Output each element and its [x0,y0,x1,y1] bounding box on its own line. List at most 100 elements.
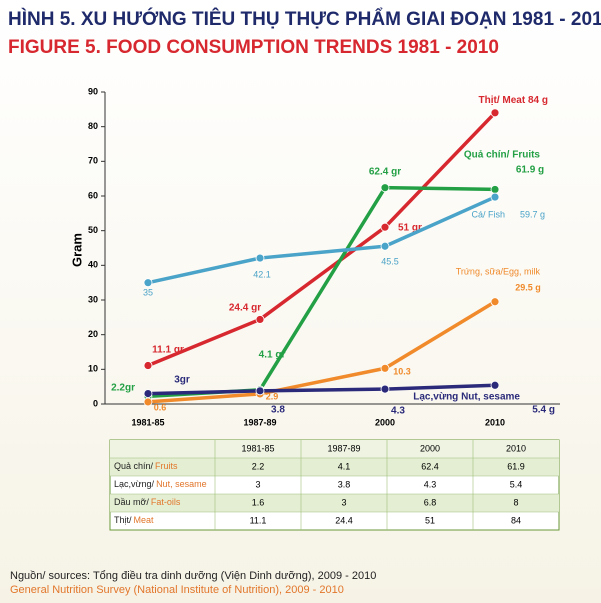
x-tick-label: 2000 [375,417,395,427]
x-tick-label: 1981-85 [131,417,164,427]
y-tick-label: 50 [88,225,98,235]
data-point [143,278,153,288]
y-tick-label: 30 [88,294,98,304]
x-tick-label: 1987-89 [243,417,276,427]
data-label: 4.3 [391,406,405,417]
series-line [147,111,497,368]
data-point [490,185,500,194]
table-cell: 11.1 [250,515,267,525]
data-point [490,108,500,118]
data-point [380,363,390,373]
data-point [490,380,500,390]
data-label: 3.8 [271,405,285,416]
y-tick-label: 10 [88,364,98,374]
data-point [143,361,153,370]
table-cell: 4.1 [338,461,351,471]
y-tick-label: 60 [88,190,98,200]
table-cell: 24.4 [335,515,353,525]
table-header: 2010 [506,443,526,453]
data-label: 0.6 [154,402,167,412]
row-label-en: Fat-oils [151,497,181,507]
table-cell: 51 [425,515,435,525]
series-line [147,383,496,396]
y-axis-label: Gram [69,233,84,267]
y-tick-label: 0 [93,398,98,408]
row-label-vi: Dầu mỡ/ [114,497,149,507]
legend-name: Cá/ Fish [471,209,505,219]
data-label: 24.4 gr [229,303,261,314]
row-label: Lạc,vừng/Nut, sesame [114,479,207,489]
source-en: General Nutrition Survey (National Insti… [10,584,344,596]
data-label: 2.2gr [111,383,135,394]
legend-name: Lạc,vừng Nut, sesame [413,392,520,403]
source-vi: Nguồn/ sources: Tổng điều tra dinh dưỡng… [10,570,376,582]
table-cell: 1.6 [252,497,265,507]
data-point [490,297,500,307]
table-cell: 5.4 [510,479,523,489]
table-header: 2000 [420,443,440,453]
table-row-bg [110,494,559,512]
data-point [380,222,390,232]
table-cell: 62.4 [421,461,439,471]
series-line [147,195,496,285]
legend-name: Trứng, sữa/Egg, milk [456,266,541,276]
table-cell: 84 [511,515,521,525]
data-label: 5.4 g [532,405,555,416]
data-point [255,315,265,324]
data-label: 2.9 [266,391,279,401]
data-point [380,183,390,193]
table-cell: 3 [255,479,260,489]
end-label: Thịt/ Meat 84 g [479,95,548,106]
data-label: 45.5 [381,256,399,266]
data-point [143,397,153,407]
row-label: Thịt/Meat [114,515,154,525]
table-header-bg [110,440,559,458]
data-label: 4.1 gr [259,350,286,361]
data-point [380,241,390,251]
data-point [143,389,153,399]
table-header: 1981-85 [241,443,274,453]
data-label: 84 g [528,95,548,106]
data-point [380,384,390,394]
row-label-en: Nut, sesame [156,479,207,489]
row-label: Dầu mỡ/Fat-oils [114,497,181,507]
row-label: Quả chín/Fruits [114,461,178,471]
row-label-en: Meat [134,515,155,525]
row-label-vi: Thịt/ [114,515,132,525]
x-tick-label: 2010 [485,417,505,427]
data-point [255,386,265,396]
data-label: 62.4 gr [369,167,401,178]
table-cell: 6.8 [424,497,437,507]
title-vi: HÌNH 5. XU HƯỚNG TIÊU THỤ THỰC PHẨM GIAI… [8,8,601,30]
data-label: 59.7 g [520,209,545,219]
data-label: 3gr [174,375,190,386]
table-cell: 8 [513,497,518,507]
table-cell: 2.2 [252,461,265,471]
title-en: FIGURE 5. FOOD CONSUMPTION TRENDS 1981 -… [8,37,499,58]
y-tick-label: 70 [88,156,98,166]
row-label-en: Fruits [155,461,178,471]
data-label: 35 [143,287,153,297]
table-cell: 61.9 [507,461,525,471]
data-label: 29.5 g [515,282,541,292]
y-tick-label: 40 [88,260,98,270]
row-label-vi: Lạc,vừng/ [114,479,155,489]
y-tick-label: 80 [88,121,98,131]
y-tick-label: 90 [88,86,98,96]
legend-name: Quả chín/ Fruits [464,150,541,161]
data-label: 42.1 [253,269,271,279]
data-point [490,192,500,202]
table-cell: 4.3 [424,479,437,489]
table-cell: 3 [341,497,346,507]
data-label: 10.3 [393,366,411,376]
legend-name: Thịt/ Meat [479,95,526,106]
data-label: 61.9 g [516,165,544,176]
data-label: 11.1 gr [152,345,184,356]
series-line [147,300,496,404]
table-row-bg [110,458,559,476]
row-label-vi: Quả chín/ [114,461,154,471]
table-header: 1987-89 [327,443,360,453]
data-label: 51 gr [398,223,422,234]
table-cell: 3.8 [338,479,351,489]
